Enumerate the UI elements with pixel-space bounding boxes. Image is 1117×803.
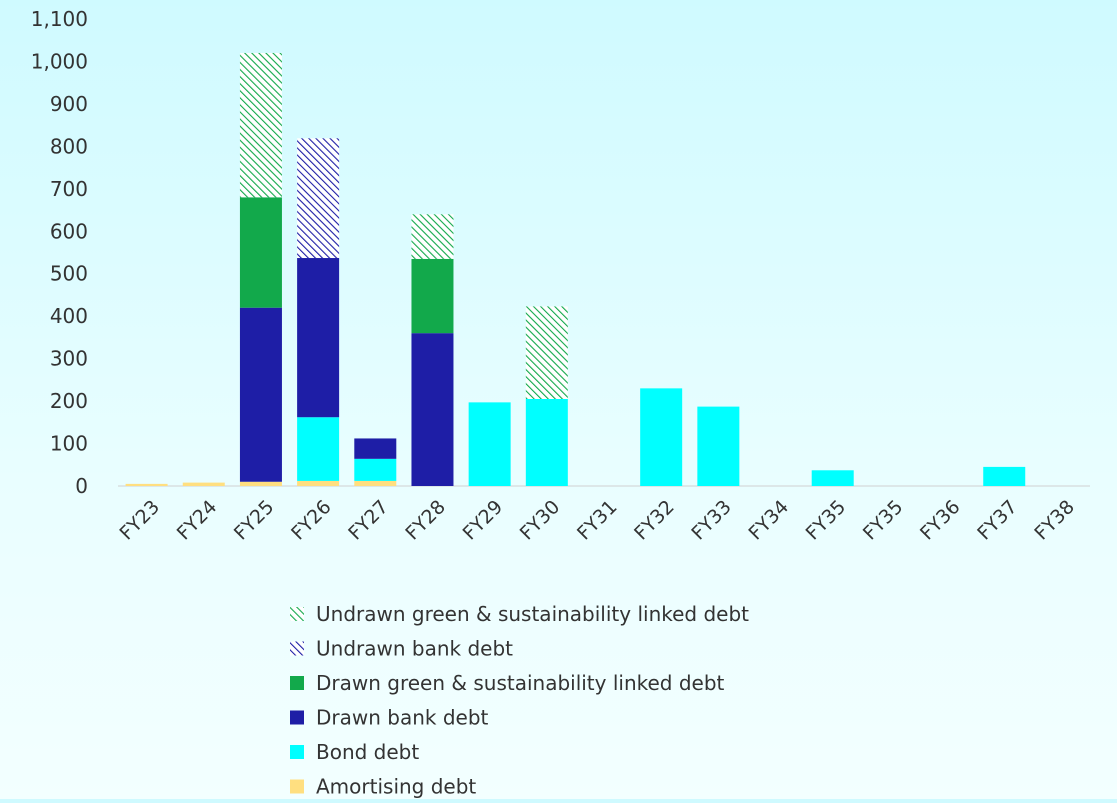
x-tick-label: FY27: [344, 496, 393, 545]
y-tick-label: 1,100: [31, 7, 88, 31]
bar-segment: [297, 480, 340, 486]
x-tick-label: FY26: [287, 496, 336, 545]
bar-segment: [411, 214, 454, 259]
x-tick-label: FY38: [1030, 496, 1079, 545]
x-tick-label: FY33: [687, 496, 736, 545]
y-tick-label: 400: [50, 304, 88, 328]
x-tick-label: FY25: [230, 496, 279, 545]
legend-swatch: [290, 710, 304, 725]
bar-segment: [239, 307, 282, 482]
bar-segment: [297, 258, 340, 418]
bar-segment: [525, 398, 568, 486]
bar-segment: [125, 483, 168, 486]
bar-segment: [697, 406, 740, 486]
y-tick-label: 900: [50, 92, 88, 116]
x-tick-label: FY34: [744, 496, 793, 545]
bar-segment: [354, 458, 397, 481]
legend-label: Undrawn bank debt: [316, 637, 513, 661]
bar-segment: [640, 388, 683, 486]
legend-label: Drawn green & sustainability linked debt: [316, 671, 725, 695]
bar-segment: [468, 402, 511, 486]
legend-swatch: [290, 641, 304, 656]
legend-swatch: [290, 779, 304, 794]
bar-segment: [411, 258, 454, 334]
legend-label: Drawn bank debt: [316, 706, 489, 730]
legend: Undrawn green & sustainability linked de…: [290, 602, 749, 799]
bar-segment: [239, 481, 282, 486]
bars: [125, 52, 1026, 486]
x-tick-label: FY29: [459, 496, 508, 545]
legend-swatch: [290, 607, 304, 621]
y-tick-label: 1,000: [31, 49, 88, 73]
x-tick-label: FY28: [401, 496, 450, 545]
x-tick-label: FY32: [630, 496, 679, 545]
bar-segment: [239, 52, 282, 198]
y-tick-label: 500: [50, 262, 88, 286]
bar-segment: [182, 482, 225, 486]
legend-label: Bond debt: [316, 740, 419, 764]
legend-label: Undrawn green & sustainability linked de…: [316, 602, 749, 626]
bar-segment: [297, 138, 340, 259]
bar-segment: [239, 197, 282, 308]
y-tick-label: 600: [50, 219, 88, 243]
x-tick-label: FY30: [516, 496, 565, 545]
bar-segment: [354, 480, 397, 486]
x-tick-label: FY36: [916, 496, 965, 545]
bar-segment: [983, 466, 1026, 486]
y-tick-label: 700: [50, 177, 88, 201]
bar-segment: [354, 438, 397, 459]
y-tick-label: 300: [50, 347, 88, 371]
bar-segment: [297, 417, 340, 481]
legend-swatch: [290, 676, 304, 690]
bar-segment: [411, 333, 454, 486]
y-tick-label: 0: [75, 474, 88, 498]
y-tick-label: 100: [50, 432, 88, 456]
y-tick-label: 800: [50, 134, 88, 158]
legend-swatch: [290, 745, 304, 759]
x-tick-label: FY35: [859, 496, 908, 545]
x-tick-label: FY31: [573, 496, 622, 545]
legend-label: Amortising debt: [316, 775, 476, 799]
bar-segment: [525, 306, 568, 399]
x-tick-label: FY35: [802, 496, 851, 545]
y-tick-label: 200: [50, 389, 88, 413]
x-tick-label: FY23: [116, 496, 165, 545]
x-tick-label: FY37: [973, 496, 1022, 545]
x-tick-label: FY24: [173, 496, 222, 545]
bar-segment: [811, 470, 854, 486]
